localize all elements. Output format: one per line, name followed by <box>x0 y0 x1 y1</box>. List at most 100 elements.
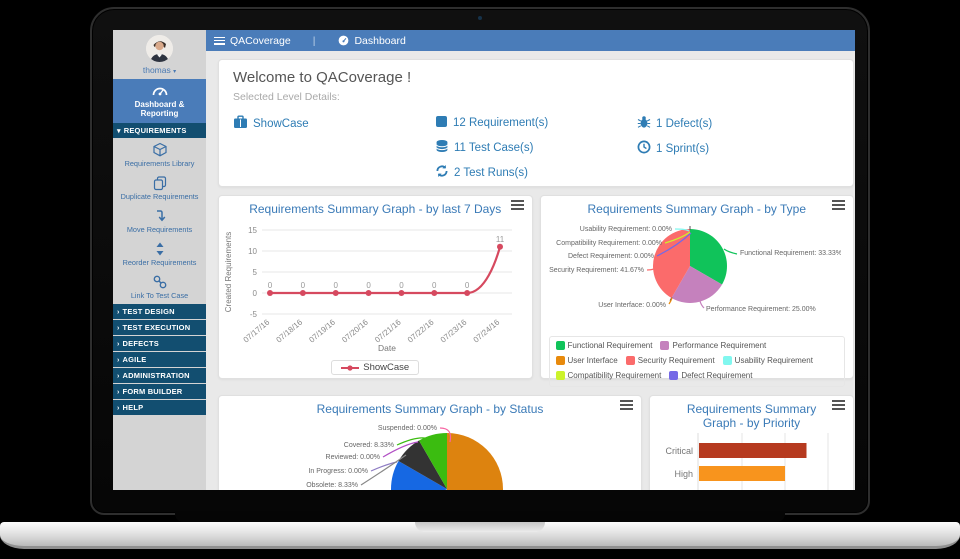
svg-text:0: 0 <box>333 281 338 290</box>
chart-menu-icon[interactable] <box>832 404 845 406</box>
database-icon <box>435 139 449 156</box>
avatar[interactable] <box>146 35 173 62</box>
series-marker-icon <box>341 365 360 371</box>
welcome-panel: Welcome to QACoverage ! Selected Level D… <box>218 59 854 187</box>
topbar: QACoverage | Dashboard <box>206 30 855 51</box>
briefcase-icon <box>233 115 248 132</box>
laptop-base-notch <box>415 522 545 532</box>
chevron-right-icon: › <box>117 309 120 316</box>
user-block: thomas ▾ <box>113 30 206 79</box>
svg-text:0: 0 <box>399 281 404 290</box>
stat-12-requirement-s-[interactable]: 12 Requirement(s) <box>435 115 637 131</box>
sidebar-item-requirements-library[interactable]: Requirements Library <box>113 138 206 171</box>
svg-text:0: 0 <box>366 281 371 290</box>
chart-title: Requirements Summary Graph - by last 7 D… <box>249 202 502 216</box>
requirements-items: Requirements Library Duplicate Requireme… <box>113 138 206 303</box>
sidebar-item-link-to-test-case[interactable]: Link To Test Case <box>113 270 206 303</box>
sidebar-section-defects[interactable]: › DEFECTS <box>113 336 206 351</box>
svg-text:Created Requirements: Created Requirements <box>224 232 233 312</box>
content: Welcome to QACoverage ! Selected Level D… <box>206 51 855 490</box>
svg-text:Security Requirement: 41.67%: Security Requirement: 41.67% <box>549 267 644 274</box>
welcome-title: Welcome to QACoverage ! <box>233 69 412 86</box>
svg-text:In Progress: 0.00%: In Progress: 0.00% <box>308 468 368 475</box>
legend-swatch <box>722 356 732 366</box>
chevron-down-icon: ▾ <box>173 69 177 75</box>
stat-11-test-case-s-[interactable]: 11 Test Case(s) <box>435 139 637 156</box>
reorder-icon <box>152 241 168 257</box>
sidebar-item-dashboard-reporting[interactable]: Dashboard & Reporting <box>113 79 206 123</box>
chart-menu-icon[interactable] <box>620 404 633 406</box>
svg-text:User Interface: 0.00%: User Interface: 0.00% <box>598 302 666 309</box>
section-label: TEST DESIGN <box>122 307 175 316</box>
line-legend: ShowCase <box>222 360 529 376</box>
sidebar-item-label: Requirements Library <box>124 159 195 168</box>
svg-text:07/22/16: 07/22/16 <box>406 318 436 345</box>
laptop-screen: thomas ▾ Dashboard & Reporting ▾ REQUIREM… <box>113 30 855 490</box>
stat-1-sprint-s-[interactable]: 1 Sprint(s) <box>637 140 839 157</box>
topbar-separator: | <box>312 34 316 47</box>
svg-text:Obsolete: 8.33%: Obsolete: 8.33% <box>306 482 358 489</box>
sidebar-section-agile[interactable]: › AGILE <box>113 352 206 367</box>
sidebar-section-requirements[interactable]: ▾ REQUIREMENTS <box>113 123 206 138</box>
bug-icon <box>637 115 651 132</box>
stat-1-defect-s-[interactable]: 1 Defect(s) <box>637 115 839 132</box>
level-link[interactable]: ShowCase <box>233 115 435 132</box>
stat-2-test-runs-s-[interactable]: 2 Test Runs(s) <box>435 164 637 181</box>
legend-item-security-requirement[interactable]: Security Requirement <box>625 354 715 367</box>
cube-icon <box>152 142 168 158</box>
chart-title: Requirements Summary Graph - by Priority <box>686 402 817 431</box>
legend-label: Performance Requirement <box>672 341 767 351</box>
sidebar-item-label: Move Requirements <box>126 225 193 234</box>
welcome-subtitle: Selected Level Details: <box>233 91 340 103</box>
chart-menu-icon[interactable] <box>510 204 524 206</box>
sidebar-item-move-requirements[interactable]: Move Requirements <box>113 204 206 237</box>
sidebar-item-reorder-requirements[interactable]: Reorder Requirements <box>113 237 206 270</box>
legend-item-functional-requirement[interactable]: Functional Requirement <box>555 339 652 352</box>
legend-item-user-interface[interactable]: User Interface <box>555 354 618 367</box>
svg-text:07/21/16: 07/21/16 <box>373 318 403 345</box>
legend-swatch <box>555 356 565 366</box>
sidebar-section-test-design[interactable]: › TEST DESIGN <box>113 304 206 319</box>
section-label: FORM BUILDER <box>122 387 183 396</box>
svg-text:0: 0 <box>268 281 273 290</box>
nav-dashboard[interactable]: Dashboard <box>337 35 406 47</box>
legend-item-usability-requirement[interactable]: Usability Requirement <box>722 354 813 367</box>
svg-text:0: 0 <box>465 281 470 290</box>
svg-text:07/24/16: 07/24/16 <box>472 318 502 345</box>
sidebar-section-administration[interactable]: › ADMINISTRATION <box>113 368 206 383</box>
collapsed-sections: › TEST DESIGN › TEST EXECUTION › DEFECTS › AGIL… <box>113 304 206 415</box>
chart-panel-by-status: Requirements Summary Graph - by Status S… <box>218 395 642 490</box>
stat-label: 2 Test Runs(s) <box>454 166 528 179</box>
sidebar-section-form-builder[interactable]: › FORM BUILDER <box>113 384 206 399</box>
legend-item-defect-requirement[interactable]: Defect Requirement <box>669 369 752 382</box>
level-column: ShowCase <box>233 115 435 189</box>
chevron-right-icon: › <box>117 325 120 332</box>
svg-text:Reviewed: 0.00%: Reviewed: 0.00% <box>326 454 380 461</box>
stat-label: 11 Test Case(s) <box>454 141 534 154</box>
hamburger-menu-icon[interactable] <box>214 36 225 45</box>
webcam-dot <box>478 16 482 20</box>
legend-swatch <box>555 371 565 381</box>
chevron-right-icon: › <box>117 389 120 396</box>
laptop-hinge <box>175 511 785 522</box>
stats-row: ShowCase 12 Requirement(s) 11 Test Case(… <box>233 115 839 189</box>
svg-text:07/23/16: 07/23/16 <box>439 318 469 345</box>
chevron-down-icon: ▾ <box>117 128 121 135</box>
svg-text:Performance Requirement: 25.00: Performance Requirement: 25.00% <box>706 306 816 313</box>
chevron-right-icon: › <box>117 373 120 380</box>
legend-item-showcase[interactable]: ShowCase <box>331 360 420 376</box>
chart-row-2: Requirements Summary Graph - by Status S… <box>218 395 854 490</box>
chart-menu-icon[interactable] <box>832 204 845 206</box>
sidebar-item-label: Dashboard & Reporting <box>134 100 185 118</box>
user-menu[interactable]: thomas ▾ <box>113 65 206 75</box>
section-label: ADMINISTRATION <box>122 371 190 380</box>
legend-item-compatibility-requirement[interactable]: Compatibility Requirement <box>555 369 661 382</box>
username-label: thomas <box>142 65 171 75</box>
legend-item-performance-requirement[interactable]: Performance Requirement <box>660 339 766 352</box>
sidebar-item-duplicate-requirements[interactable]: Duplicate Requirements <box>113 171 206 204</box>
chart-title: Requirements Summary Graph - by Type <box>587 202 807 216</box>
brand-name[interactable]: QACoverage <box>230 34 291 47</box>
user-photo-icon <box>146 35 173 62</box>
sidebar-section-test-execution[interactable]: › TEST EXECUTION <box>113 320 206 335</box>
sidebar-section-help[interactable]: › HELP <box>113 400 206 415</box>
